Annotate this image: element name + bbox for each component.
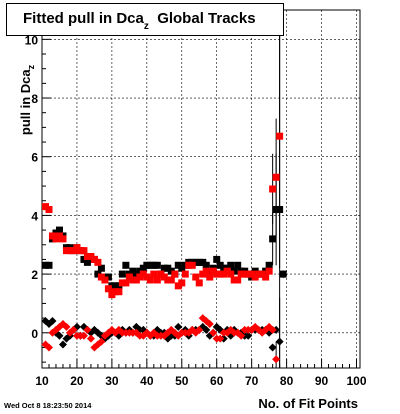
data-point-diamond — [44, 343, 53, 352]
data-point-diamond — [58, 340, 67, 349]
data-point-square — [202, 267, 210, 275]
data-point-square — [272, 173, 280, 181]
data-point-diamond — [86, 334, 95, 343]
data-point-square — [45, 206, 53, 214]
data-point-square — [55, 226, 63, 234]
data-point-square — [80, 247, 88, 255]
data-point-square — [265, 267, 273, 275]
y-axis-label: pull in Dcaz — [18, 64, 36, 135]
data-point-diamond — [55, 331, 64, 340]
x-axis-label: No. of Fit Points — [258, 396, 358, 411]
data-point-diamond — [272, 355, 281, 364]
x-tick-label: 90 — [315, 374, 329, 388]
data-point-diamond — [237, 331, 246, 340]
data-point-square — [153, 276, 161, 284]
y-tick-label: 8 — [31, 92, 38, 106]
data-point-diamond — [79, 331, 88, 340]
data-point-square — [171, 270, 179, 278]
data-point-square — [227, 270, 235, 278]
data-point-square — [122, 279, 130, 287]
x-tick-label: 40 — [140, 374, 154, 388]
data-point-diamond — [275, 337, 284, 346]
data-point-diamond — [209, 328, 218, 337]
data-point-diamond — [202, 325, 211, 334]
data-point-square — [167, 276, 175, 284]
data-point-square — [213, 255, 221, 263]
data-point-square — [202, 261, 210, 269]
data-point-square — [192, 273, 200, 281]
data-point-square — [178, 279, 186, 287]
data-point-square — [188, 261, 196, 269]
y-axis-ticks: 0 2 4 6 8 10 — [25, 24, 51, 363]
x-tick-label: 10 — [35, 374, 49, 388]
data-point-diamond — [216, 334, 225, 343]
y-tick-label: 0 — [31, 327, 38, 341]
x-tick-label: 70 — [245, 374, 259, 388]
data-point-square — [234, 276, 242, 284]
data-point-square — [262, 273, 270, 281]
data-point-square — [269, 185, 277, 193]
data-point-square — [122, 261, 130, 269]
data-point-diamond — [268, 325, 277, 334]
data-point-diamond — [69, 325, 78, 334]
chart-title: Fitted pull in Dcaz Global Tracks — [23, 10, 256, 32]
data-point-square — [45, 261, 53, 269]
x-tick-label: 50 — [175, 374, 189, 388]
data-point-square — [265, 261, 273, 269]
x-tick-label: 60 — [210, 374, 224, 388]
data-point-square — [276, 132, 284, 140]
data-point-square — [59, 235, 67, 243]
data-point-diamond — [97, 337, 106, 346]
data-point-square — [195, 279, 203, 287]
data-point-square — [118, 270, 126, 278]
plot-frame — [41, 9, 361, 369]
data-point-square — [146, 276, 154, 284]
data-point-diamond — [268, 343, 277, 352]
x-axis-ticks: 10 20 30 40 50 60 70 80 90 100 — [35, 359, 367, 388]
data-point-diamond — [174, 322, 183, 331]
data-point-diamond — [83, 325, 92, 334]
x-tick-label: 20 — [70, 374, 84, 388]
data-point-square — [234, 261, 242, 269]
x-tick-label: 80 — [280, 374, 294, 388]
y-tick-label: 6 — [31, 151, 38, 165]
data-point-square — [181, 270, 189, 278]
data-point-square — [150, 270, 158, 278]
timestamp: Wed Oct 8 18:23:50 2014 — [4, 401, 92, 410]
data-point-square — [206, 273, 214, 281]
x-tick-label: 100 — [346, 374, 366, 388]
y-tick-label: 10 — [25, 33, 39, 47]
data-point-square — [101, 276, 109, 284]
data-point-square — [276, 206, 284, 214]
data-point-square — [269, 235, 277, 243]
data-point-square — [227, 261, 235, 269]
data-point-diamond — [48, 317, 57, 326]
chart-title-box: Fitted pull in Dcaz Global Tracks — [6, 3, 284, 36]
data-point-diamond — [279, 270, 288, 279]
y-tick-label: 2 — [31, 268, 38, 282]
x-tick-label: 30 — [105, 374, 119, 388]
data-point-diamond — [195, 325, 204, 334]
data-point-diamond — [62, 322, 71, 331]
data-point-square — [153, 261, 161, 269]
data-marks — [41, 132, 288, 364]
data-point-diamond — [205, 319, 214, 328]
data-point-square — [94, 258, 102, 266]
data-point-diamond — [244, 331, 253, 340]
data-point-square — [97, 264, 105, 272]
y-tick-label: 4 — [31, 209, 38, 223]
data-point-square — [104, 285, 112, 293]
data-point-square — [115, 288, 123, 296]
